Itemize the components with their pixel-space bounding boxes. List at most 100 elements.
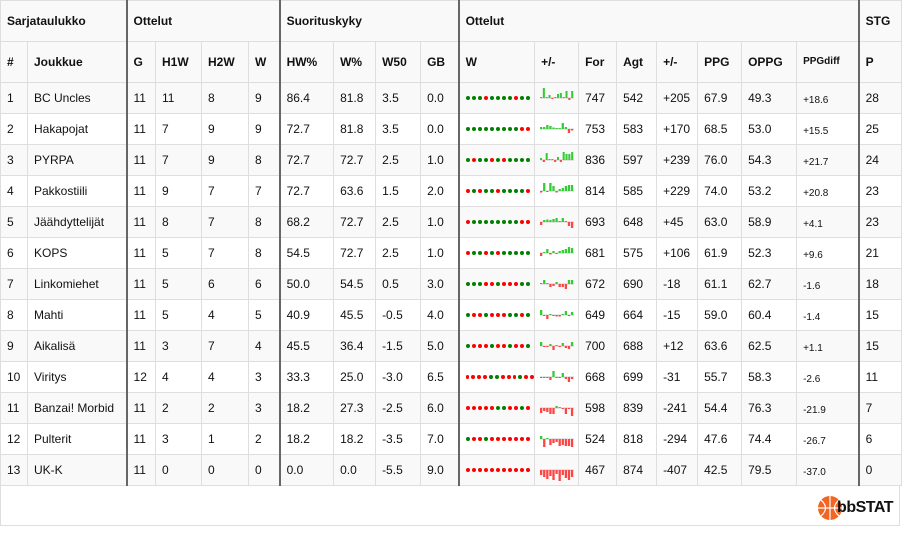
team-name[interactable]: Pulterit — [26, 423, 128, 455]
column-header[interactable]: OPPG — [741, 41, 798, 83]
team-name[interactable]: KOPS — [26, 237, 128, 269]
table-row[interactable]: 5 Jäähdyttelijät 11 8 7 8 68.2 72.7 2.5 1.0 693 648… — [0, 206, 902, 238]
oppg: 49.3 — [741, 82, 798, 114]
sparkline-bar — [549, 439, 552, 445]
wins: 2 — [248, 423, 281, 455]
margin-sparkline — [534, 361, 580, 393]
win-dot — [507, 189, 512, 193]
hw-percent: 45.5 — [278, 330, 335, 362]
win-dot — [483, 220, 488, 224]
column-header[interactable]: +/- — [534, 41, 580, 83]
column-header[interactable]: PPG — [697, 41, 743, 83]
team-name[interactable]: Hakapojat — [26, 113, 128, 145]
oppg: 76.3 — [741, 392, 798, 424]
table-row[interactable]: 7 Linkomiehet 11 5 6 6 50.0 54.5 0.5 3.0 672 690 -18… — [0, 268, 902, 300]
win-dot — [507, 158, 512, 162]
sparkline-bar — [567, 247, 571, 253]
win-dot — [501, 127, 506, 131]
team-name[interactable]: Aikalisä — [26, 330, 128, 362]
win-dot — [513, 251, 518, 255]
points-against: 664 — [616, 299, 658, 331]
sparkline-bar — [543, 220, 546, 222]
column-header[interactable]: HW% — [278, 41, 335, 83]
column-header[interactable]: P — [857, 41, 902, 83]
win-dot — [489, 96, 494, 100]
table-row[interactable]: 13 UK-K 11 0 0 0 0.0 0.0 -5.5 9.0 467 874 -407 42.5 79… — [0, 454, 902, 486]
column-header[interactable]: W% — [333, 41, 377, 83]
win-dot — [495, 220, 500, 224]
sparkline-bar — [570, 470, 574, 477]
points-against: 575 — [616, 237, 658, 269]
team-name[interactable]: PYRPA — [26, 144, 128, 176]
sparkline-bar — [567, 185, 571, 191]
loss-dot — [471, 344, 476, 348]
column-header[interactable]: # — [0, 41, 28, 83]
win-dot — [501, 220, 506, 224]
team-name[interactable]: BC Uncles — [26, 82, 128, 114]
sparkline-bar — [552, 408, 555, 414]
points-against: 542 — [616, 82, 658, 114]
games-behind: 4.0 — [420, 299, 460, 331]
table-row[interactable]: 4 Pakkostiili 11 9 7 7 72.7 63.6 1.5 2.0 814 585 +22… — [0, 175, 902, 207]
column-header[interactable]: PPGdiff — [796, 41, 860, 83]
oppg: 62.7 — [741, 268, 798, 300]
points-against: 585 — [616, 175, 658, 207]
team-name[interactable]: Mahti — [26, 299, 128, 331]
loss-dot — [489, 282, 494, 286]
hw-percent: 54.5 — [278, 237, 335, 269]
team-name[interactable]: Jäähdyttelijät — [26, 206, 128, 238]
ppg: 61.1 — [697, 268, 743, 300]
table-row[interactable]: 9 Aikalisä 11 3 7 4 45.5 36.4 -1.5 5.0 700 688 +12 63… — [0, 330, 902, 362]
loss-dot — [513, 406, 518, 410]
sparkline-bar — [552, 371, 555, 377]
loss-dot — [519, 127, 524, 131]
team-name[interactable]: Linkomiehet — [26, 268, 128, 300]
column-header[interactable]: GB — [420, 41, 460, 83]
win-dot — [525, 313, 530, 317]
win-dot — [501, 96, 506, 100]
table-row[interactable]: 8 Mahti 11 5 4 5 40.9 45.5 -0.5 4.0 649 664 -15 59.0 6… — [0, 299, 902, 331]
point-diff: +239 — [656, 144, 699, 176]
basketball-icon — [818, 496, 843, 520]
table-row[interactable]: 10 Viritys 12 4 4 3 33.3 25.0 -3.0 6.5 668 699 -31 55… — [0, 361, 902, 393]
team-name[interactable]: UK-K — [26, 454, 128, 486]
points-for: 814 — [578, 175, 618, 207]
table-row[interactable]: 3 PYRPA 11 7 9 8 72.7 72.7 2.5 1.0 836 597 +239 76.0 5… — [0, 144, 902, 176]
games-behind: 2.0 — [420, 175, 460, 207]
w50: -2.5 — [375, 392, 422, 424]
column-header[interactable]: For — [578, 41, 618, 83]
w50: -0.5 — [375, 299, 422, 331]
table-row[interactable]: 2 Hakapojat 11 7 9 9 72.7 81.8 3.5 0.0 753 583 +170 6… — [0, 113, 902, 145]
column-header[interactable]: H2W — [201, 41, 250, 83]
bbstat-logo[interactable]: bbSTAT — [817, 495, 893, 521]
table-row[interactable]: 11 Banzai! Morbid 11 2 2 3 18.2 27.3 -2.5 6.0 598 8… — [0, 392, 902, 424]
sparkline-bar — [546, 249, 549, 253]
column-header[interactable]: W — [457, 41, 536, 83]
form-dots — [457, 175, 536, 207]
team-name[interactable]: Viritys — [26, 361, 128, 393]
column-header[interactable]: G — [125, 41, 157, 83]
sparkline-bar — [546, 346, 549, 347]
sparkline-bar — [555, 282, 558, 284]
column-header[interactable]: Joukkue — [26, 41, 128, 83]
table-row[interactable]: 6 KOPS 11 5 7 8 54.5 72.7 2.5 1.0 681 575 +106 61.9 52… — [0, 237, 902, 269]
sparkline-bar — [549, 126, 552, 129]
win-dot — [483, 437, 488, 441]
column-header[interactable]: W50 — [375, 41, 422, 83]
team-name[interactable]: Banzai! Morbid — [26, 392, 128, 424]
table-row[interactable]: 1 BC Uncles 11 11 8 9 86.4 81.8 3.5 0.0 747 542 +205… — [0, 82, 902, 114]
sparkline-bar — [558, 315, 561, 317]
h2-wins: 1 — [201, 423, 250, 455]
rank: 2 — [0, 113, 28, 145]
rank: 11 — [0, 392, 28, 424]
sparkline-bar — [567, 439, 571, 446]
column-header[interactable]: W — [248, 41, 281, 83]
column-header[interactable]: Agt — [616, 41, 658, 83]
column-header[interactable]: H1W — [155, 41, 203, 83]
sparkline-bar — [545, 153, 548, 160]
team-name[interactable]: Pakkostiili — [26, 175, 128, 207]
h1-wins: 7 — [155, 144, 203, 176]
table-row[interactable]: 12 Pulterit 11 3 1 2 18.2 18.2 -3.5 7.0 524 818 -294… — [0, 423, 902, 455]
point-diff: -241 — [656, 392, 699, 424]
column-header[interactable]: +/- — [656, 41, 699, 83]
